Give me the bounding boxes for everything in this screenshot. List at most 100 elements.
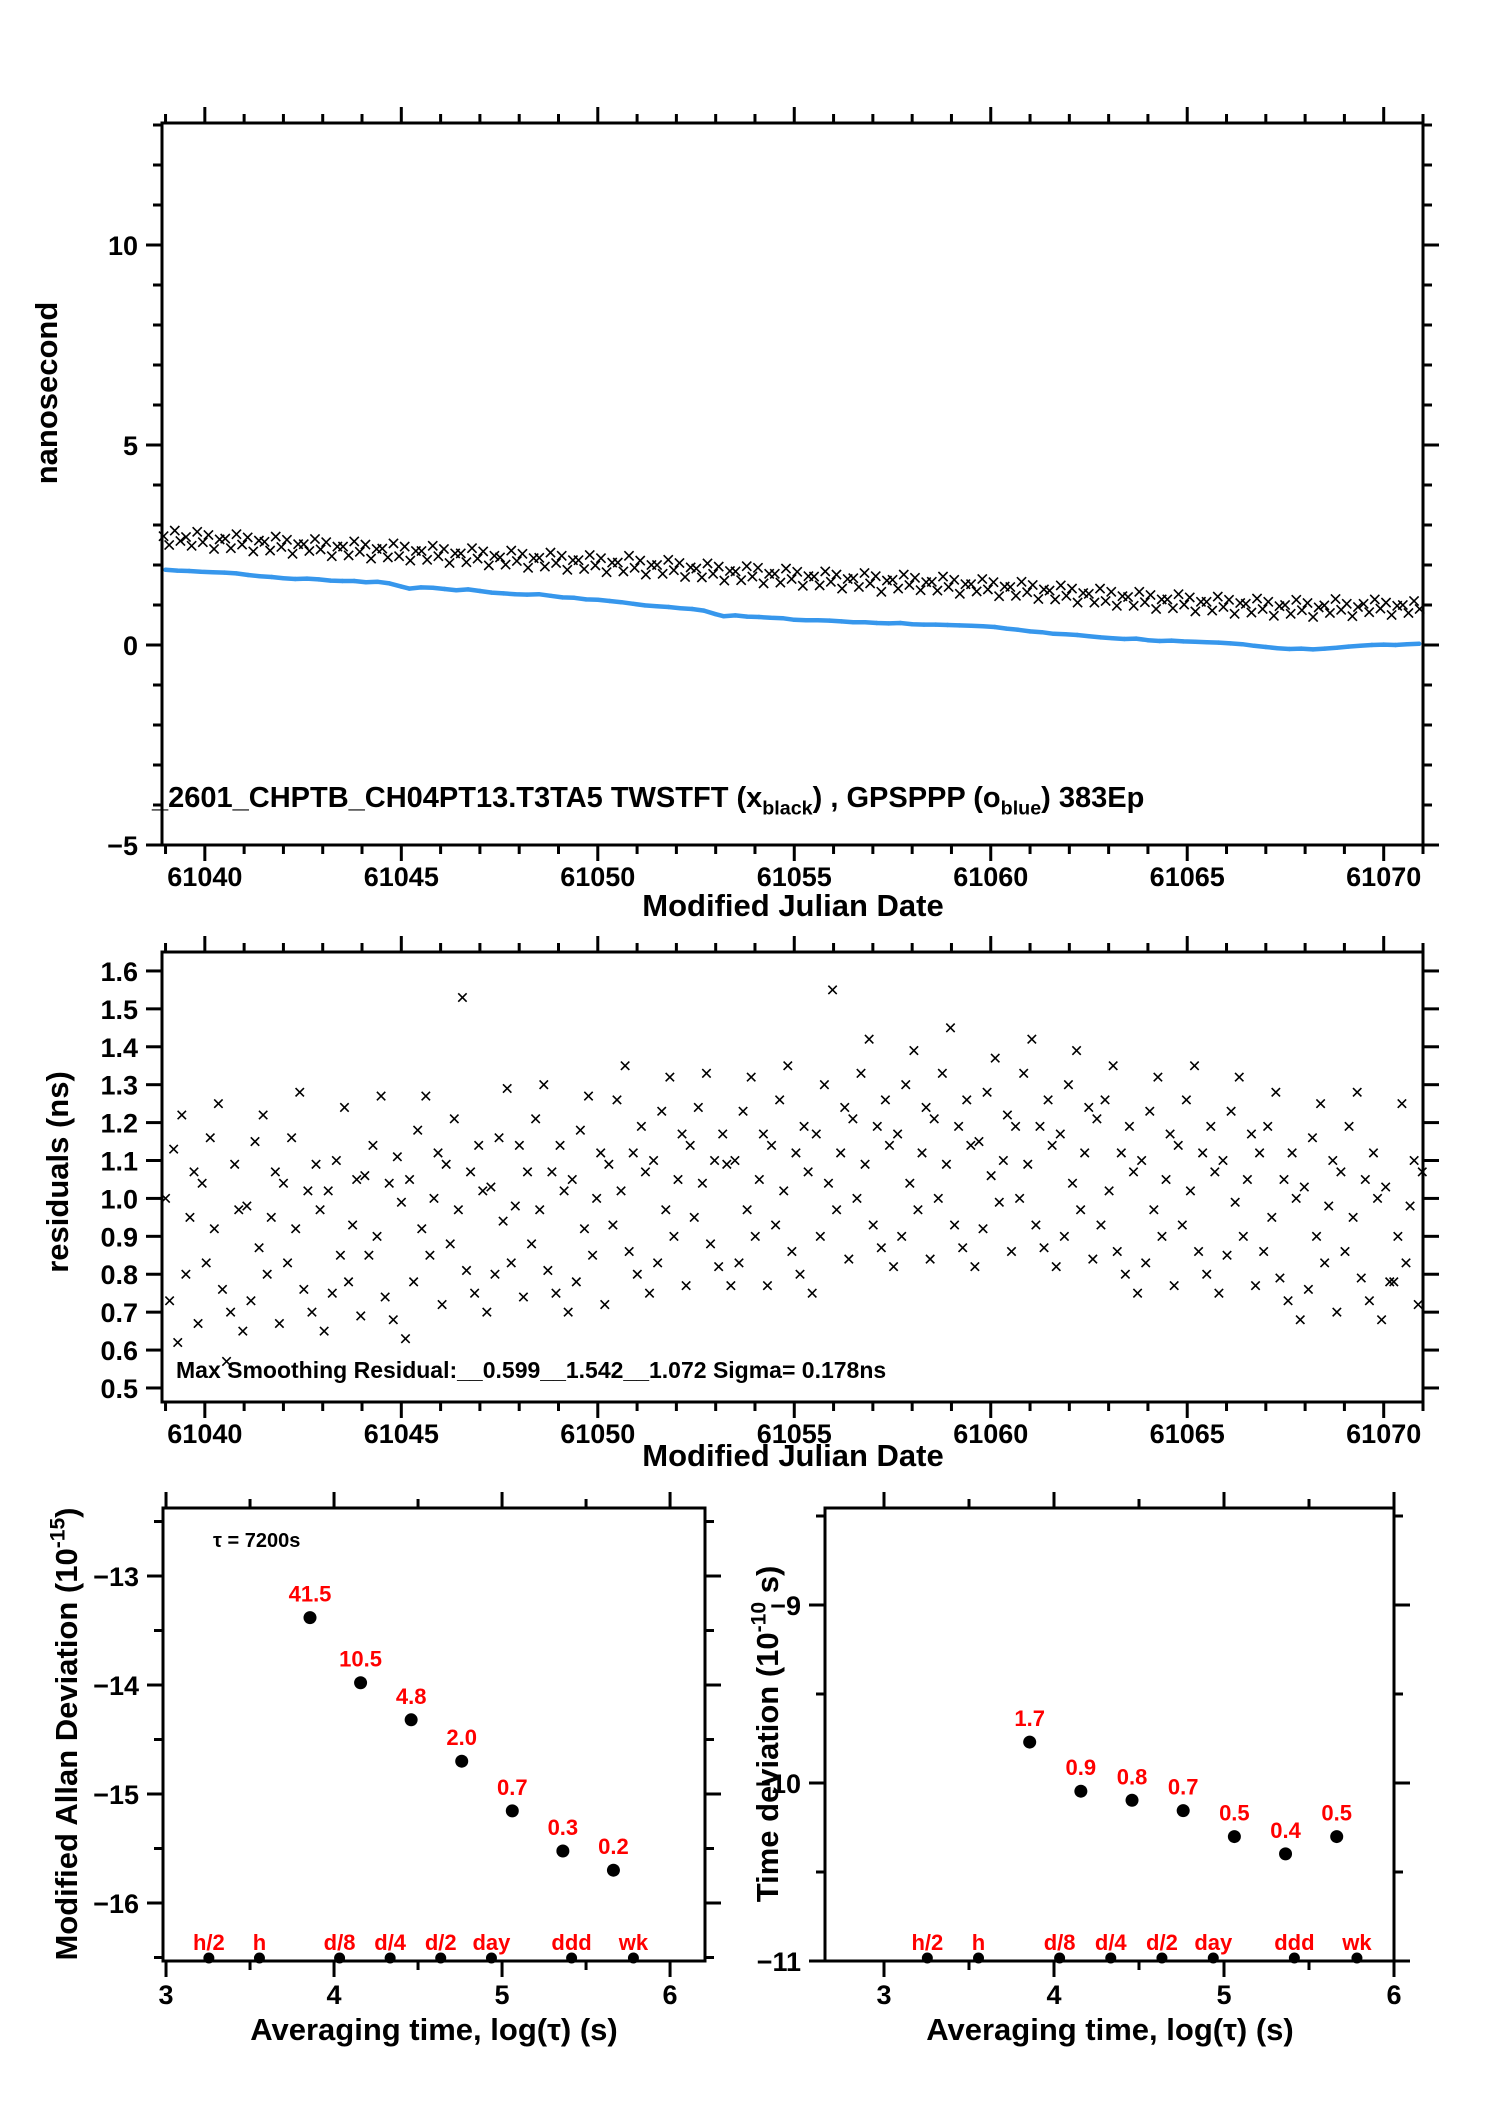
- x-marker: [870, 571, 881, 582]
- o-marker: [1004, 626, 1009, 631]
- x-marker: [158, 531, 169, 542]
- o-marker: [418, 585, 424, 590]
- x-marker: [1128, 600, 1139, 611]
- x-marker: [896, 1231, 907, 1242]
- o-marker: [210, 570, 215, 575]
- x-marker: [438, 543, 450, 555]
- x-marker: [887, 574, 898, 585]
- x-marker: [551, 1288, 561, 1298]
- o-marker: [222, 570, 227, 575]
- o-marker: [560, 595, 565, 600]
- o-marker: [1169, 638, 1174, 643]
- axis-ticks: [809, 1492, 1410, 1977]
- tau-category-label: h/2: [911, 1930, 943, 1955]
- x-marker: [738, 1106, 748, 1116]
- x-marker: [1177, 1220, 1188, 1230]
- o-marker: [689, 606, 695, 612]
- x-marker: [1079, 1148, 1090, 1158]
- x-marker: [225, 1307, 236, 1317]
- x-marker: [921, 1102, 931, 1113]
- x-marker: [949, 574, 960, 585]
- x-marker: [502, 1083, 512, 1094]
- x-marker: [937, 571, 949, 582]
- point-value-label: 2.0: [446, 1725, 477, 1750]
- x-marker: [388, 538, 399, 549]
- x-marker: [186, 540, 197, 551]
- point-value-label: 0.7: [1168, 1775, 1199, 1800]
- x-marker: [1136, 1155, 1147, 1166]
- x-marker: [1132, 1288, 1143, 1298]
- x-marker: [949, 1220, 960, 1230]
- o-marker: [489, 590, 494, 595]
- x-marker: [1173, 1140, 1184, 1151]
- x-marker: [1075, 1205, 1086, 1215]
- y-tick-label: 5: [123, 431, 138, 461]
- x-marker: [545, 547, 556, 558]
- x-marker: [632, 1269, 643, 1280]
- x-marker: [392, 1151, 403, 1162]
- x-marker: [270, 531, 281, 542]
- x-marker: [364, 1250, 374, 1261]
- y-tick-label: 10: [108, 231, 138, 261]
- x-marker: [1044, 585, 1055, 596]
- x-marker: [717, 1129, 728, 1139]
- x-marker: [623, 550, 635, 561]
- x-marker: [707, 568, 719, 579]
- x-marker: [457, 992, 468, 1003]
- x-marker: [416, 1223, 427, 1234]
- x-marker: [1010, 1121, 1021, 1132]
- x-marker: [1271, 1087, 1281, 1098]
- x-marker: [1360, 1174, 1371, 1185]
- x-marker: [563, 1307, 573, 1317]
- x-marker: [792, 566, 803, 577]
- x-marker: [319, 1326, 329, 1336]
- x-marker: [1049, 594, 1061, 605]
- x-marker: [905, 1178, 915, 1189]
- x-tick-label: 61060: [953, 1419, 1028, 1449]
- y-tick-label: 1.3: [100, 1071, 138, 1101]
- o-marker: [399, 584, 404, 589]
- annotation: Max Smoothing Residual:__0.599__1.542__1…: [176, 1357, 886, 1383]
- x-marker: [1218, 1155, 1228, 1166]
- o-marker: [1322, 646, 1327, 651]
- y-axis-label: nanosecond: [29, 302, 64, 485]
- x-marker: [933, 1193, 944, 1204]
- x-marker: [1184, 592, 1195, 603]
- x-marker: [859, 567, 870, 579]
- x-marker: [702, 558, 713, 569]
- x-marker: [181, 1269, 191, 1280]
- x-marker: [986, 1170, 996, 1181]
- x-marker: [640, 1167, 651, 1177]
- tau-category-label: d/8: [1044, 1930, 1076, 1955]
- x-marker: [868, 1220, 878, 1230]
- x-tick-label: 61070: [1346, 862, 1421, 892]
- x-marker: [303, 1186, 313, 1196]
- point-value-label: 1.7: [1014, 1706, 1045, 1731]
- x-marker: [880, 1095, 891, 1105]
- x-marker: [393, 551, 405, 562]
- x-marker: [486, 1182, 496, 1192]
- x-marker: [506, 545, 517, 556]
- x-tick-label: 61065: [1150, 862, 1225, 892]
- x-marker: [1022, 1159, 1033, 1170]
- x-marker: [534, 552, 545, 563]
- x-marker: [735, 575, 747, 586]
- x-marker: [231, 529, 242, 540]
- x-marker: [1043, 1095, 1053, 1105]
- x-marker: [595, 553, 607, 564]
- x-marker: [294, 1087, 305, 1098]
- x-marker: [696, 572, 708, 583]
- o-marker: [363, 580, 369, 585]
- x-marker: [498, 1216, 508, 1226]
- x-marker: [455, 548, 466, 559]
- x-marker: [1352, 1087, 1362, 1098]
- deviation-point: [1074, 1784, 1088, 1798]
- x-marker: [848, 1114, 858, 1124]
- x-marker: [803, 1167, 813, 1177]
- x-marker: [661, 1205, 671, 1215]
- y-tick-label: 0.6: [100, 1336, 138, 1366]
- x-marker: [864, 1034, 874, 1044]
- o-marker: [1145, 638, 1151, 643]
- deviation-point: [556, 1844, 570, 1858]
- o-marker: [175, 568, 180, 573]
